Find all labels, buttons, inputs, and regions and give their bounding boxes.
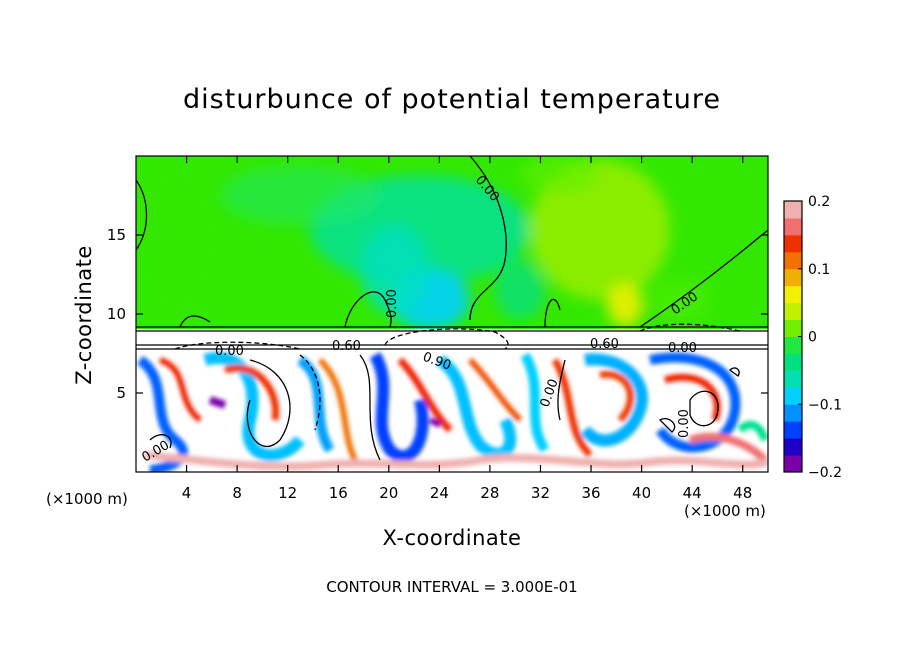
x-axis-label: X-coordinate [382,526,522,550]
x-tick-label: 20 [379,484,398,502]
x-tick-label: 48 [733,484,752,502]
colorbar-swatch [784,336,802,354]
contour-label: 0.00 [677,409,692,438]
colorbar: 0.2 0.1 0 −0.1 −0.2 [783,194,842,481]
colorbar-swatch [784,302,802,321]
contour-label: 0.00 [385,289,400,318]
contour-label: 0.00 [668,341,697,356]
colorbar-swatch [784,370,802,388]
colorbar-swatch [784,404,802,422]
x-tick-label: 36 [581,484,600,502]
colorbar-swatch [784,201,802,219]
contour-line [299,354,321,431]
x-axis: 4 8 12 16 20 24 28 32 36 40 44 48 [182,156,752,502]
colorbar-tick-label: −0.2 [808,465,842,481]
chart-title: disturbunce of potential temperature [183,84,721,115]
x-tick-label: 44 [683,484,702,502]
colorbar-tick-label: −0.1 [808,397,842,413]
y-tick-label: 15 [107,226,126,244]
y-axis-label: Z-coordinate [72,245,96,385]
contour-line [557,359,566,421]
colorbar-tick-label: 0.1 [808,262,830,278]
contour-line [344,291,392,328]
temperature-field [136,156,768,472]
colorbar-swatch [784,455,802,473]
x-axis-unit-left: (×1000 m) [46,490,128,508]
colorbar-swatch [784,353,802,371]
colorbar-tick-label: 0.2 [808,194,830,210]
x-tick-label: 12 [278,484,297,502]
lower-layer-shading [136,352,768,472]
contour-label: 0.60 [590,337,619,352]
contour-line [544,298,561,328]
y-axis: 5 10 15 [107,226,768,402]
contour-line [384,328,509,350]
contour-line [658,418,676,433]
colorbar-swatch [784,285,802,304]
contour-line [639,323,741,332]
contour-line [689,390,719,427]
x-tick-label: 40 [632,484,651,502]
contour-label: 0.00 [215,344,244,359]
contour-label: 0.60 [332,339,361,354]
colorbar-swatch [784,387,802,405]
colorbar-swatch [784,251,802,270]
x-tick-label: 8 [232,484,242,502]
white-band [136,329,768,349]
colorbar-swatch [784,421,802,439]
x-tick-label: 16 [329,484,348,502]
contour-line [179,315,211,328]
contour-lines [136,156,768,461]
x-axis-unit-right: (×1000 m) [684,502,766,520]
x-tick-label: 32 [531,484,550,502]
contour-line [359,354,381,461]
contour-line [729,367,740,377]
colorbar-swatch [784,438,802,456]
colorbar-swatch [784,268,802,287]
contour-line [136,179,148,251]
contour-interval-note: CONTOUR INTERVAL = 3.000E-01 [326,578,578,596]
colorbar-swatch [784,217,802,236]
contour-line [149,434,172,449]
upper-layer-shading [145,156,710,330]
colorbar-swatch [784,319,802,337]
contour-line [246,359,291,448]
x-tick-label: 24 [430,484,449,502]
colorbar-tick-label: 0 [808,330,817,346]
colorbar-swatch [784,234,802,253]
contour-line [639,229,768,328]
x-tick-label: 28 [480,484,499,502]
x-tick-label: 4 [182,484,192,502]
y-tick-label: 10 [107,305,126,323]
contour-line [174,341,301,350]
contour-line [469,156,507,321]
y-tick-label: 5 [116,384,126,402]
